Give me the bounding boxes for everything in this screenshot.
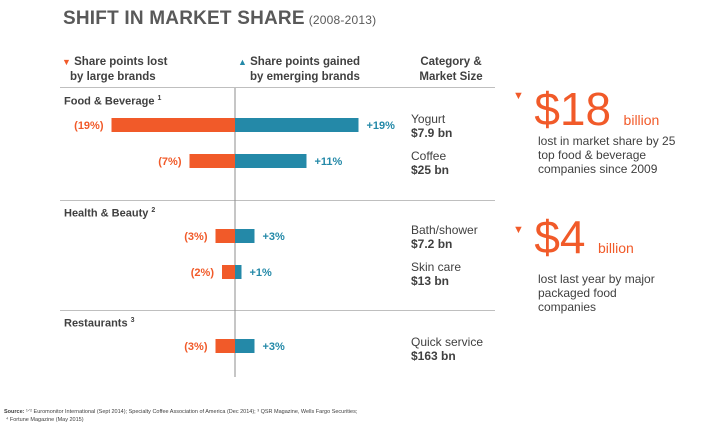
label-gained-coffee: +11%: [315, 156, 343, 168]
header-lost-line1: Share points lost: [74, 56, 168, 68]
down-arrow-icon: ▼: [62, 57, 71, 67]
bar-gained-yogurt: [235, 118, 359, 132]
callout-number: $18: [534, 83, 612, 135]
header-gained-line1: Share points gained: [250, 56, 361, 68]
callout-18-desc: lost in market share by 25 top food & be…: [538, 134, 676, 176]
group-label-restaurants: Restaurants 3: [64, 317, 135, 330]
row-label-bath-shower: Bath/shower $7.2 bn: [411, 223, 478, 251]
label-gained-bath-shower: +3%: [263, 231, 286, 243]
header-lost: ▼ Share points lost by large brands: [62, 55, 167, 85]
header-gained-line2: by emerging brands: [250, 71, 360, 83]
source-footnote: Source: ¹ᐟ² Euromonitor International (S…: [4, 409, 358, 423]
bar-lost-bath-shower: [215, 229, 235, 243]
callout-unit: billion: [597, 240, 634, 256]
bar-gained-coffee: [235, 154, 307, 168]
label-gained-skin-care: +1%: [250, 267, 273, 279]
header-category-line1: Category &: [420, 56, 482, 68]
title-text: SHIFT IN MARKET SHARE: [63, 8, 305, 29]
row-label-yogurt: Yogurt $7.9 bn: [411, 112, 453, 140]
divider-group-2: [60, 310, 495, 311]
label-gained-quick-service: +3%: [263, 341, 286, 353]
bar-gained-bath-shower: [235, 229, 255, 243]
bar-lost-quick-service: [215, 339, 235, 353]
group-label-food-beverage: Food & Beverage 1: [64, 95, 162, 108]
callout-18-billion: ▼ $18 billion: [513, 82, 659, 136]
row-label-coffee: Coffee $25 bn: [411, 149, 450, 177]
label-lost-coffee: (7%): [158, 156, 182, 168]
label-lost-yogurt: (19%): [74, 120, 104, 132]
callout-4-billion: ▼ $4 billion: [513, 210, 634, 264]
chart-subtitle: (2008-2013): [308, 13, 377, 27]
up-arrow-icon: ▲: [238, 57, 247, 67]
callout-4-desc: lost last year by major packaged food co…: [538, 272, 655, 314]
down-arrow-icon: ▼: [513, 90, 524, 102]
header-category-line2: Market Size: [419, 71, 483, 83]
divider-header: [60, 87, 495, 88]
callout-number: $4: [534, 211, 586, 263]
label-lost-skin-care: (2%): [191, 267, 215, 279]
header-gained: ▲ Share points gained by emerging brands: [238, 55, 360, 85]
label-gained-yogurt: +19%: [367, 120, 396, 132]
bar-gained-quick-service: [235, 339, 255, 353]
divider-group-1: [60, 200, 495, 201]
bar-lost-coffee: [189, 154, 235, 168]
bar-lost-yogurt: [111, 118, 235, 132]
header-lost-line2: by large brands: [70, 71, 156, 83]
group-label-health-beauty: Health & Beauty 2: [64, 207, 156, 220]
label-lost-bath-shower: (3%): [184, 231, 208, 243]
row-label-skin-care: Skin care $13 bn: [411, 260, 462, 288]
chart-title: SHIFT IN MARKET SHARE (2008-2013): [63, 8, 376, 30]
label-lost-quick-service: (3%): [184, 341, 208, 353]
down-arrow-icon: ▼: [513, 224, 524, 236]
bar-gained-skin-care: [235, 265, 242, 279]
header-category: Category & Market Size: [416, 55, 486, 85]
callout-unit: billion: [623, 112, 660, 128]
bar-lost-skin-care: [222, 265, 235, 279]
row-label-quick-service: Quick service $163 bn: [411, 335, 484, 363]
